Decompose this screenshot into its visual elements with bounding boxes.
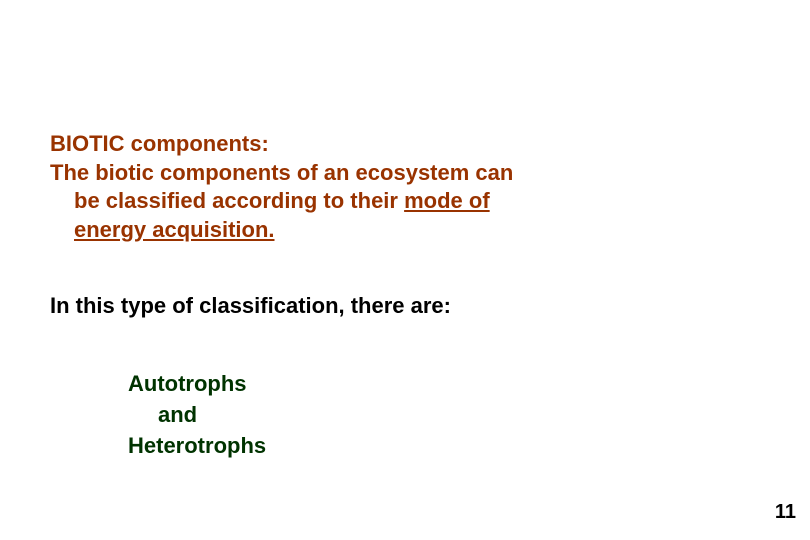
- heading-block: BIOTIC components: The biotic components…: [50, 130, 590, 244]
- list-item-heterotrophs: Heterotrophs: [128, 431, 760, 462]
- heading-title: BIOTIC components:: [50, 130, 590, 159]
- subheading-block: In this type of classification, there ar…: [50, 292, 760, 321]
- heading-line1: The biotic components of an ecosystem ca…: [50, 159, 590, 188]
- heading-line2-plain: be classified according to their: [74, 188, 404, 213]
- heading-line2-underlined: mode of: [404, 188, 490, 213]
- page-number: 11: [775, 501, 796, 524]
- heading-line2: be classified according to their mode of: [50, 187, 590, 216]
- list-joiner: and: [128, 400, 760, 431]
- heading-line3-underlined: energy acquisition.: [50, 216, 590, 245]
- list-block: Autotrophs and Heterotrophs: [50, 369, 760, 461]
- subheading-text: In this type of classification, there ar…: [50, 293, 451, 318]
- slide-container: BIOTIC components: The biotic components…: [0, 0, 810, 540]
- list-item-autotrophs: Autotrophs: [128, 369, 760, 400]
